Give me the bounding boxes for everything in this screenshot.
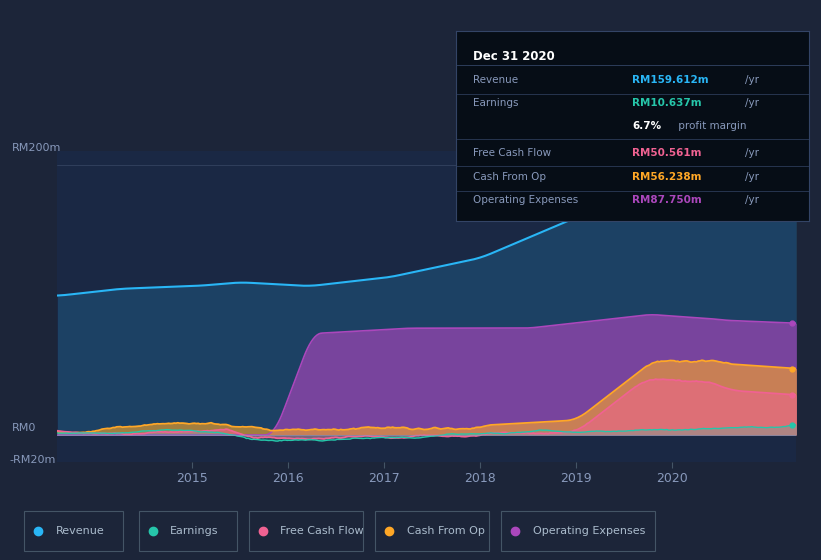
Text: -RM20m: -RM20m: [10, 455, 56, 465]
Bar: [375, 511, 489, 550]
Text: Dec 31 2020: Dec 31 2020: [474, 50, 555, 63]
Text: 6.7%: 6.7%: [632, 121, 661, 131]
Bar: [501, 511, 655, 550]
Text: RM10.637m: RM10.637m: [632, 98, 702, 108]
Text: Earnings: Earnings: [170, 526, 218, 535]
Text: /yr: /yr: [745, 172, 759, 183]
Text: Free Cash Flow: Free Cash Flow: [281, 526, 364, 535]
Text: Operating Expenses: Operating Expenses: [474, 195, 579, 206]
Text: /yr: /yr: [745, 195, 759, 206]
Text: RM159.612m: RM159.612m: [632, 75, 709, 85]
Text: Earnings: Earnings: [474, 98, 519, 108]
Text: /yr: /yr: [745, 98, 759, 108]
Text: RM200m: RM200m: [12, 143, 62, 153]
Bar: [25, 511, 123, 550]
Text: Operating Expenses: Operating Expenses: [533, 526, 645, 535]
Bar: [139, 511, 237, 550]
Text: Revenue: Revenue: [56, 526, 104, 535]
Bar: [249, 511, 363, 550]
Text: Revenue: Revenue: [474, 75, 518, 85]
Text: RM50.561m: RM50.561m: [632, 148, 702, 158]
Text: Cash From Op: Cash From Op: [474, 172, 546, 183]
Text: Cash From Op: Cash From Op: [406, 526, 484, 535]
Text: Free Cash Flow: Free Cash Flow: [474, 148, 552, 158]
Text: /yr: /yr: [745, 75, 759, 85]
Text: RM56.238m: RM56.238m: [632, 172, 702, 183]
Text: RM87.750m: RM87.750m: [632, 195, 702, 206]
Text: /yr: /yr: [745, 148, 759, 158]
Text: profit margin: profit margin: [675, 121, 746, 131]
Text: RM0: RM0: [12, 423, 37, 433]
